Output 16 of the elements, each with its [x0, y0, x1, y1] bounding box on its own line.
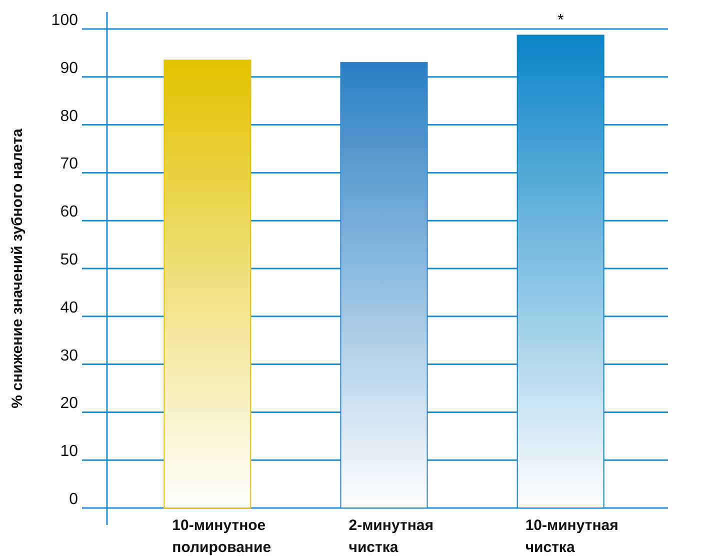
y-tick-label: 10 [60, 443, 78, 460]
y-tick-label: 100 [51, 12, 78, 29]
x-tick-label: 10-минутное полирование [172, 517, 272, 556]
y-tick-label: 20 [60, 395, 78, 412]
y-tick-label: 30 [60, 347, 78, 364]
y-tick-label: 80 [60, 108, 78, 125]
y-tick-label: 40 [60, 299, 78, 316]
y-tick-label: 70 [60, 156, 78, 173]
x-tick-label: 2-минутная чистка [348, 517, 434, 556]
y-tick-label: 50 [60, 252, 78, 268]
y-tick-label: 90 [60, 60, 78, 77]
x-tick-label: 10-минутная чистка [525, 517, 618, 556]
y-axis-title: % снижение значений зубного налета [9, 128, 26, 408]
annotation: * [557, 12, 564, 30]
y-tick-label: 60 [60, 204, 78, 221]
y-tick-label: 0 [69, 491, 78, 508]
